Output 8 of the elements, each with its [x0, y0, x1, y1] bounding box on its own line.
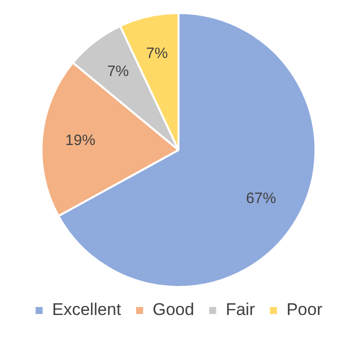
- data-label: 7%: [107, 63, 129, 80]
- data-label: 19%: [65, 132, 96, 149]
- legend-label: Good: [152, 300, 194, 320]
- legend-label: Excellent: [52, 300, 122, 320]
- legend-label: Poor: [286, 300, 323, 320]
- data-label: 67%: [246, 190, 276, 207]
- legend-label: Fair: [226, 300, 256, 320]
- data-label: 7%: [146, 44, 168, 62]
